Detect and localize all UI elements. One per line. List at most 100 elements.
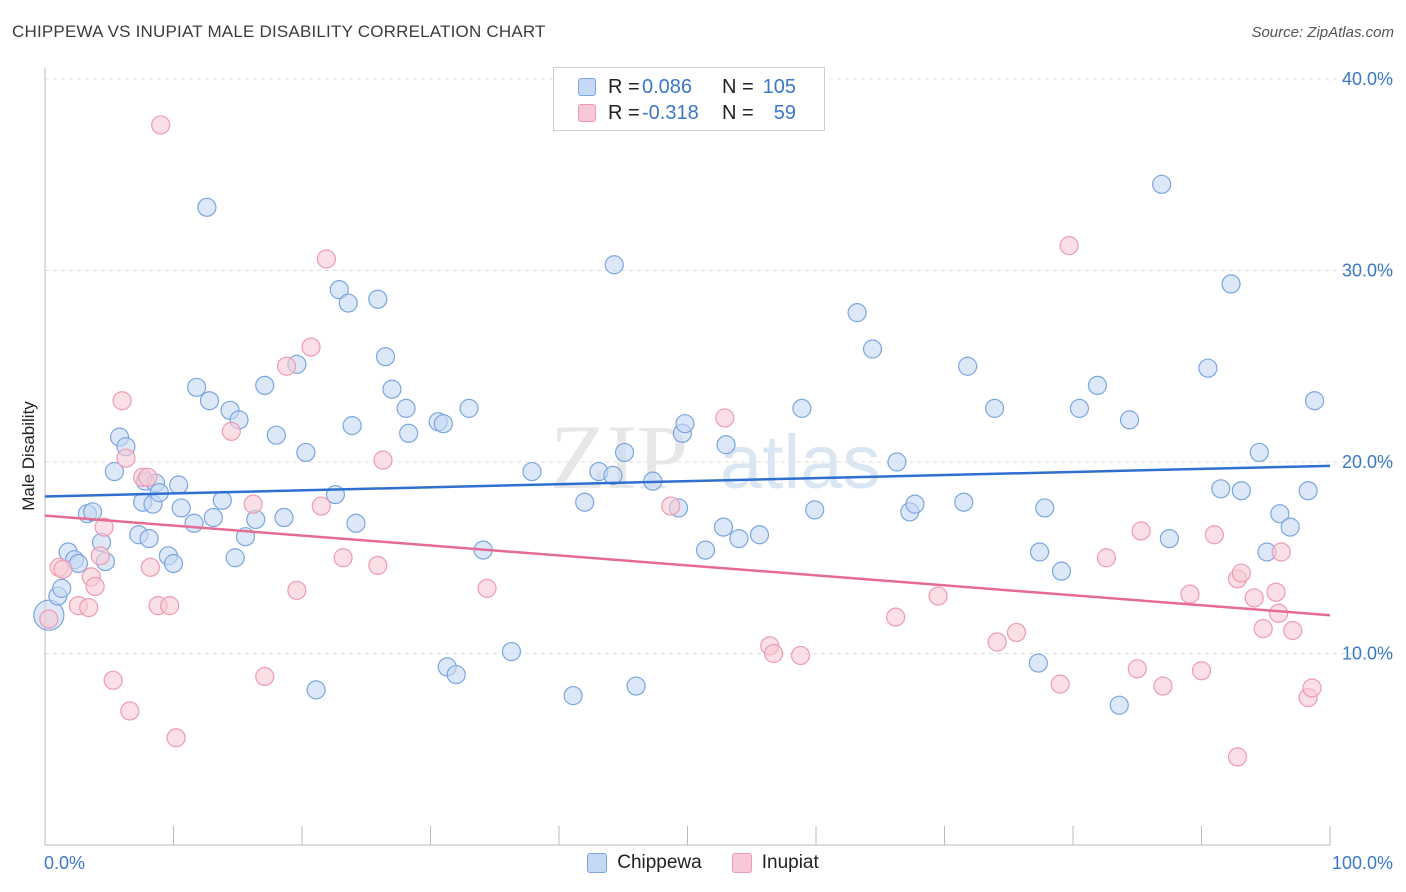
- inupiat-point: [1059, 236, 1079, 256]
- chippewa-point: [749, 525, 770, 545]
- chippewa-point: [1211, 479, 1231, 499]
- chippewa-point: [522, 461, 542, 482]
- legend-r-label: R =: [608, 101, 640, 124]
- inupiat-point: [1191, 661, 1212, 681]
- chippewa-point: [958, 356, 978, 376]
- inupiat-point: [1227, 747, 1248, 767]
- chippewa-point: [1221, 274, 1241, 294]
- chippewa-point: [399, 423, 419, 443]
- chippewa-point: [446, 664, 466, 685]
- inupiat-point: [1153, 676, 1173, 696]
- watermark: ZIP atlas: [550, 406, 881, 508]
- y-axis-title: Male Disability: [19, 401, 38, 511]
- chippewa-point: [563, 686, 583, 706]
- inupiat-point: [661, 496, 681, 516]
- chippewa-point: [501, 641, 522, 662]
- inupiat-point: [1204, 525, 1224, 545]
- inupiat-point: [477, 578, 497, 598]
- chippewa-point: [675, 414, 695, 434]
- chippewa-point: [329, 280, 349, 300]
- inupiat-point: [79, 597, 99, 618]
- legend-r-value: -0.318: [642, 101, 699, 124]
- chippewa-point: [52, 578, 72, 598]
- legend-n-value: 105: [762, 75, 796, 98]
- chippewa-point: [346, 513, 366, 533]
- chippewa-point: [716, 435, 736, 455]
- inupiat-point: [1006, 622, 1027, 643]
- chippewa-legend-label: Chippewa: [617, 852, 702, 873]
- inupiat-points: [39, 115, 1322, 767]
- inupiat-point: [368, 555, 388, 576]
- chippewa-point: [1304, 391, 1325, 411]
- y-tick-label: 10.0%: [1342, 644, 1393, 664]
- chippewa-point: [1231, 481, 1251, 501]
- inupiat-point: [112, 391, 132, 411]
- inupiat-point: [1131, 521, 1151, 541]
- chippewa-legend-swatch: [587, 853, 608, 873]
- chippewa-point: [614, 442, 635, 463]
- inupiat-point: [287, 580, 307, 600]
- chippewa-point: [1152, 174, 1172, 194]
- chippewa-point: [433, 414, 453, 434]
- x-tick-label-max: 100.0%: [1332, 853, 1393, 873]
- chippewa-point: [225, 548, 245, 568]
- chippewa-swatch: [578, 78, 596, 96]
- inupiat-point: [373, 450, 393, 470]
- inupiat-point: [103, 670, 123, 690]
- chippewa-point: [887, 452, 907, 472]
- inupiat-point: [166, 728, 186, 748]
- legend-item-inupiat: Inupiat: [731, 852, 819, 874]
- inupiat-point: [140, 557, 160, 577]
- chippewa-point: [255, 375, 275, 395]
- inupiat-point: [255, 666, 275, 687]
- y-tick-label: 40.0%: [1342, 69, 1393, 89]
- chippewa-point: [382, 379, 402, 399]
- legend-n-value: 59: [773, 101, 796, 124]
- inupiat-point: [276, 356, 297, 376]
- inupiat-point: [151, 115, 171, 135]
- chippewa-point: [1029, 542, 1050, 562]
- chippewa-point: [847, 303, 867, 323]
- chippewa-point: [1159, 528, 1179, 549]
- chippewa-point: [306, 680, 326, 700]
- inupiat-point: [221, 421, 241, 441]
- chippewa-point: [197, 197, 217, 217]
- legend-row-chippewa: R = 0.086 N = 105: [578, 75, 796, 99]
- chippewa-point: [603, 465, 623, 486]
- inupiat-point: [1302, 678, 1322, 698]
- legend-item-chippewa: Chippewa: [587, 852, 702, 874]
- chippewa-point: [171, 498, 191, 518]
- series-legend: Chippewa Inupiat: [0, 852, 1406, 874]
- chippewa-point: [1051, 561, 1072, 581]
- chippewa-point: [396, 398, 416, 418]
- chippewa-point: [338, 293, 358, 313]
- chippewa-point: [862, 339, 883, 359]
- inupiat-point: [1253, 619, 1273, 639]
- chippewa-point: [985, 398, 1005, 418]
- inupiat-point: [85, 576, 105, 597]
- inupiat-trend-line: [44, 514, 1331, 617]
- chippewa-point: [1087, 375, 1108, 395]
- chippewa-point: [187, 377, 207, 397]
- chippewa-point: [203, 507, 223, 528]
- inupiat-point: [160, 596, 180, 616]
- inupiat-point: [1127, 659, 1147, 679]
- chippewa-point: [1298, 481, 1318, 501]
- chippewa-point: [805, 500, 825, 520]
- chippewa-point: [184, 513, 204, 533]
- chippewa-trend-line: [44, 464, 1331, 498]
- chippewa-point: [713, 517, 734, 537]
- inupiat-point: [301, 337, 321, 357]
- inupiat-point: [120, 701, 140, 721]
- chippewa-point: [274, 507, 294, 528]
- chippewa-point: [1035, 498, 1055, 518]
- chippewa-point: [368, 289, 388, 309]
- chippewa-point: [905, 494, 925, 514]
- chippewa-point: [954, 492, 974, 512]
- chippewa-point: [296, 442, 316, 463]
- y-tick-labels: 10.0% 20.0% 30.0% 40.0%: [1342, 69, 1393, 664]
- inupiat-point: [715, 408, 735, 428]
- chippewa-point: [104, 461, 124, 482]
- inupiat-point: [1266, 582, 1286, 602]
- inupiat-point: [1231, 563, 1251, 583]
